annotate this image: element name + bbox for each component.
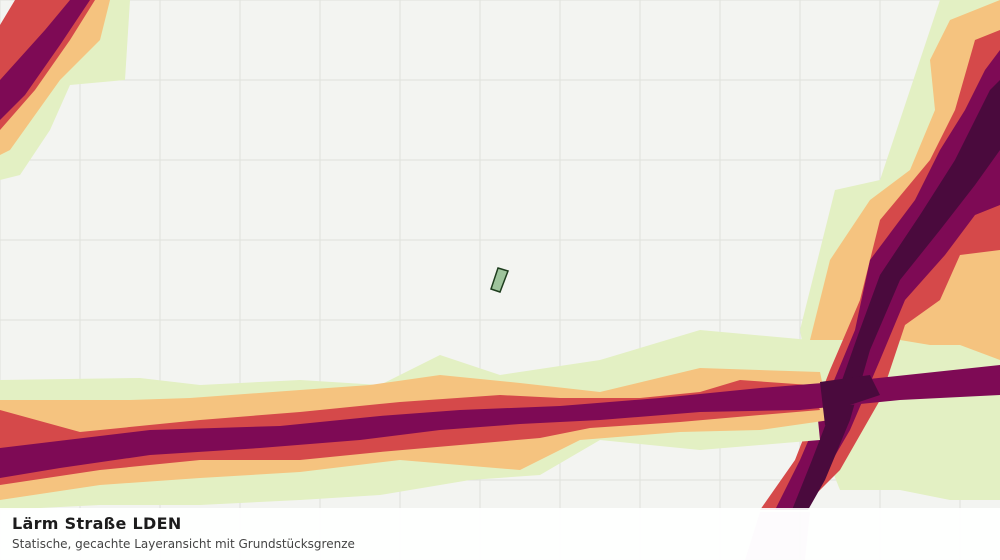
map-title: Lärm Straße LDEN [12, 514, 182, 533]
noise-band-mid [0, 0, 95, 130]
noise-band-high [0, 0, 90, 120]
parcel-boundary[interactable] [490, 267, 509, 293]
noise-road-main [0, 330, 1000, 510]
map-caption: Lärm Straße LDEN Statische, gecachte Lay… [0, 508, 1000, 560]
noise-road-top-left [0, 0, 130, 180]
noise-band-high [0, 365, 1000, 478]
map-subtitle: Statische, gecachte Layeransicht mit Gru… [12, 537, 355, 551]
noise-band-highest [820, 375, 880, 425]
